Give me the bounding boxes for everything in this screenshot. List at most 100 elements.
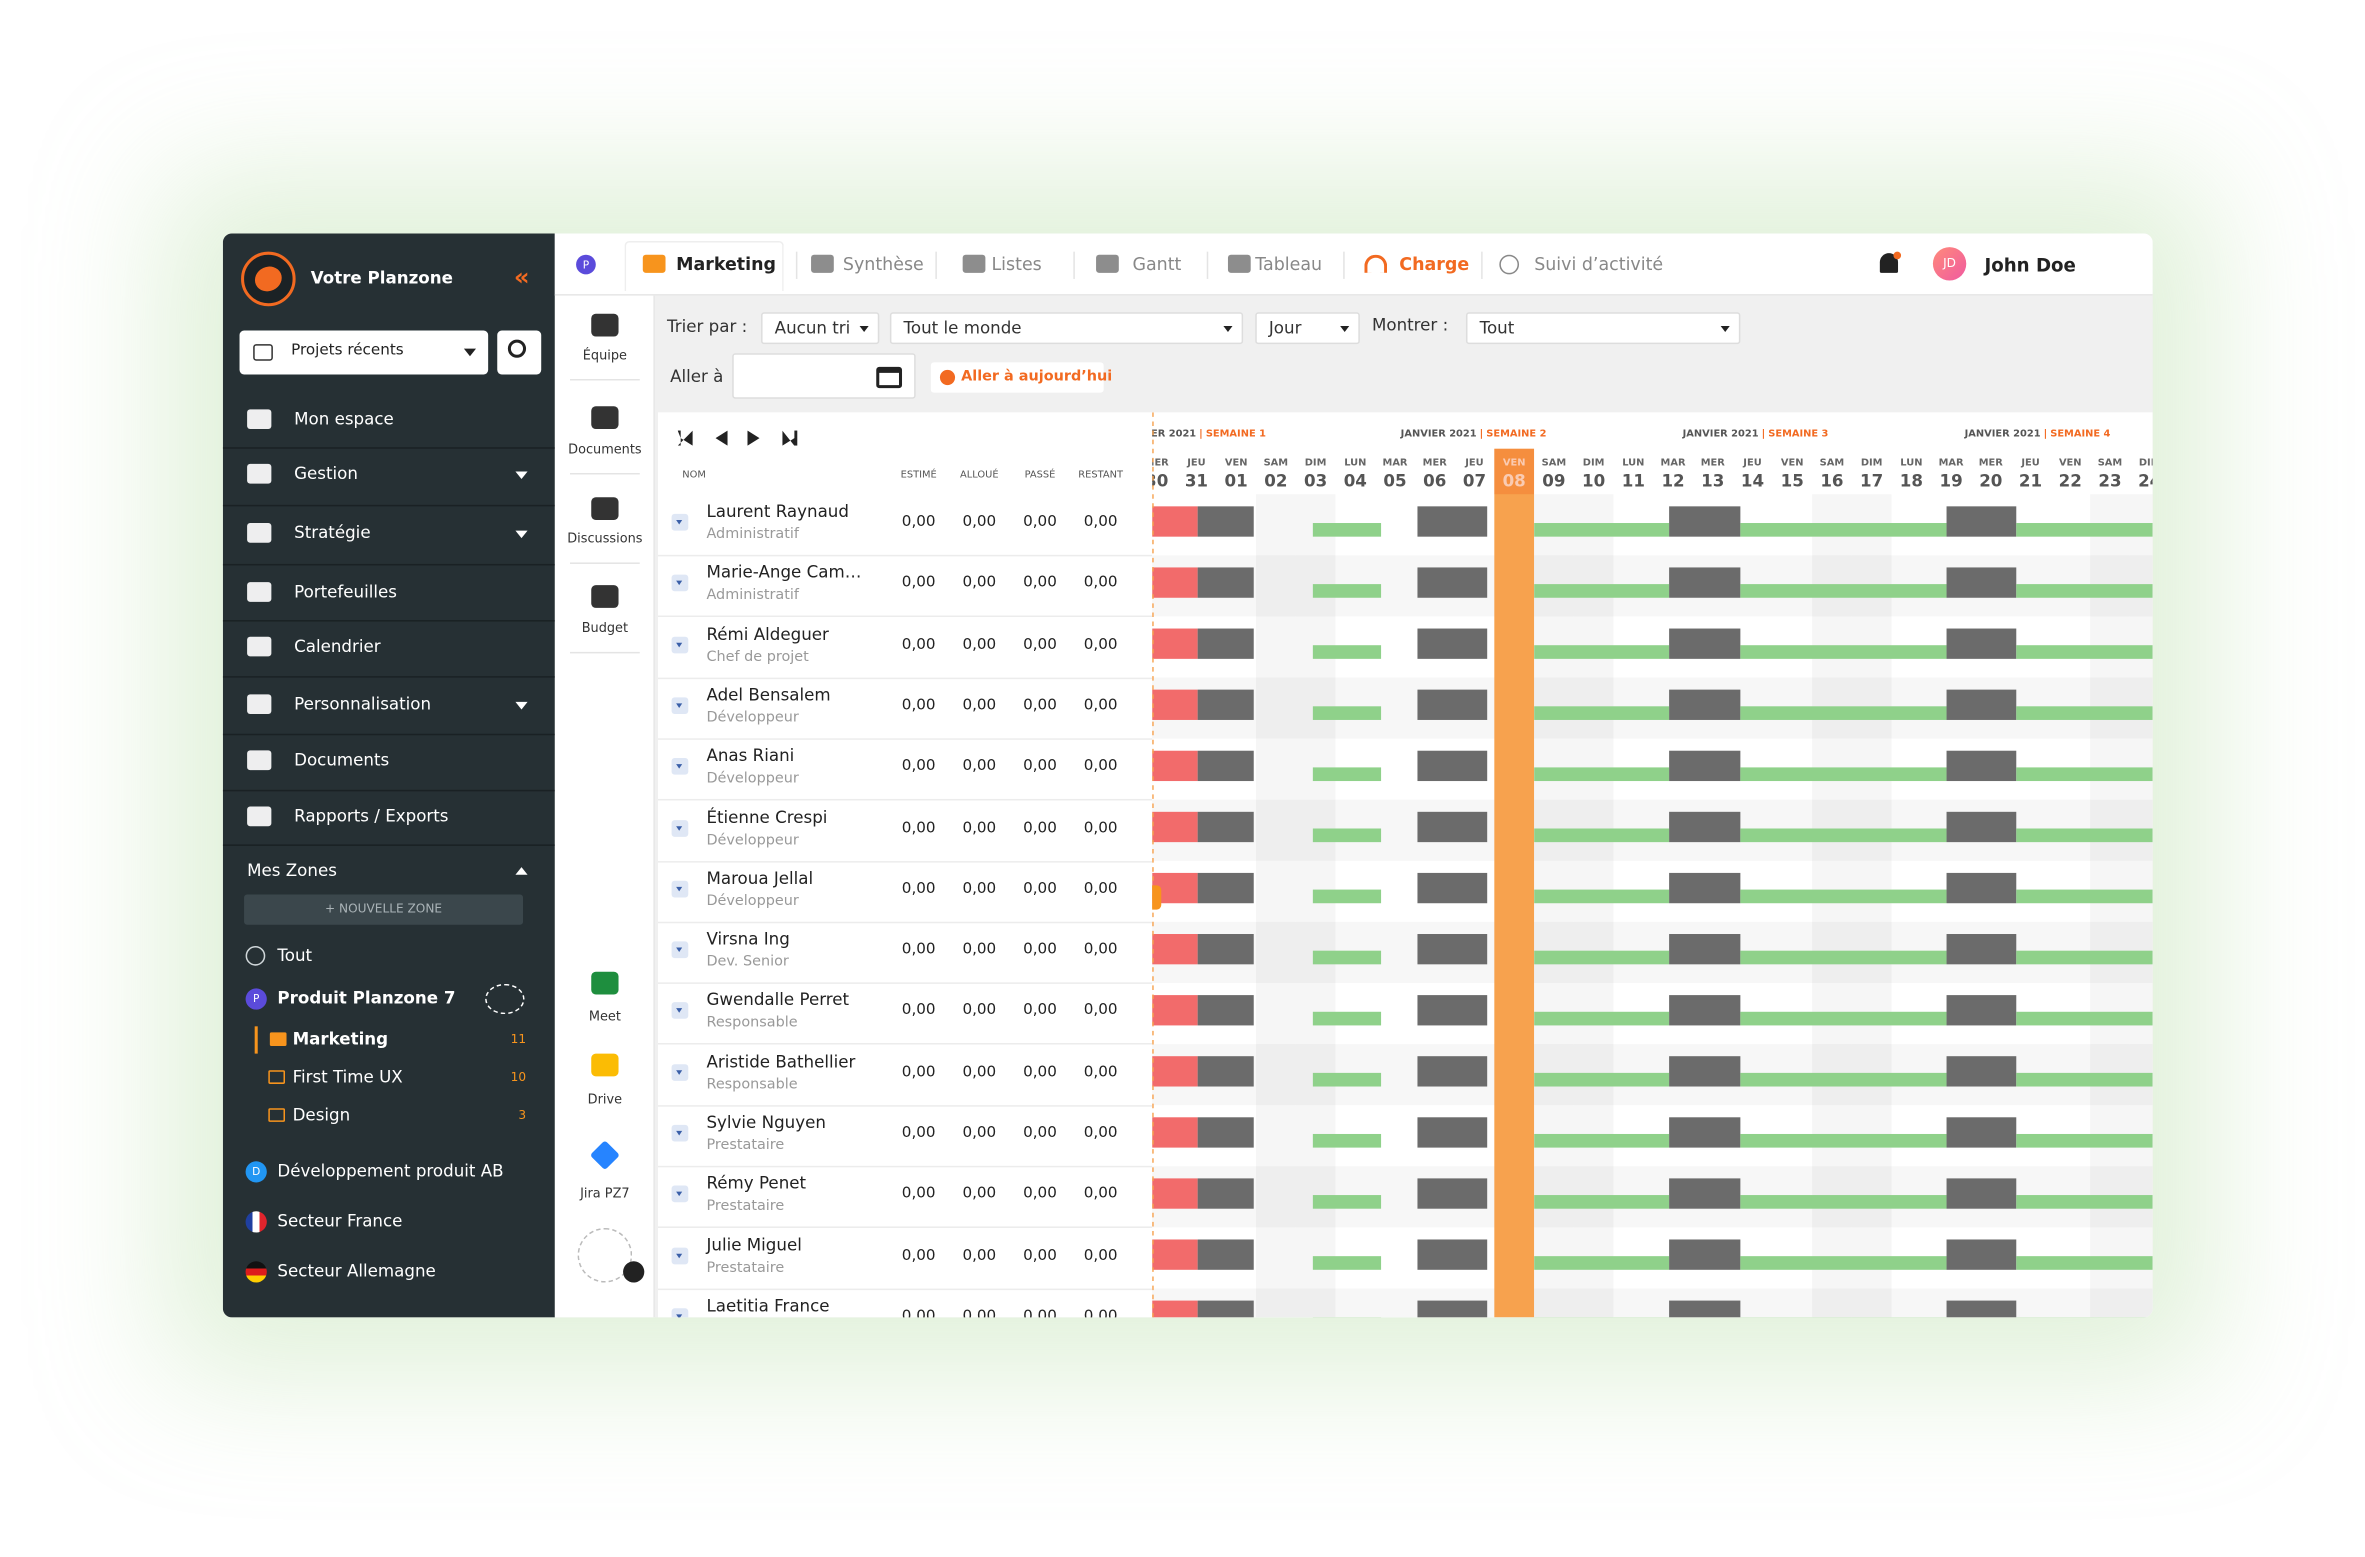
- week-separator: |: [1199, 429, 1203, 440]
- expand-button[interactable]: [671, 697, 689, 714]
- zone-badge-letter: D: [252, 1165, 261, 1178]
- menu-item[interactable]: Stratégie: [294, 523, 371, 543]
- load-block: [1946, 811, 2017, 843]
- person-name[interactable]: Virsna Ing: [706, 929, 790, 950]
- person-estimated: 0,00: [901, 819, 936, 837]
- tab[interactable]: Tableau: [1255, 253, 1323, 275]
- zone-child[interactable]: Marketing: [292, 1029, 389, 1050]
- person-name[interactable]: Laurent Raynaud: [706, 501, 849, 522]
- expand-button[interactable]: [671, 1185, 689, 1203]
- tool-icon[interactable]: [591, 971, 619, 995]
- person-name[interactable]: Maroua Jellal: [706, 868, 814, 889]
- menu-item[interactable]: Portefeuilles: [294, 582, 397, 602]
- user-name[interactable]: John Doe: [1984, 254, 2076, 276]
- load-block: [1417, 1117, 1488, 1148]
- person-name[interactable]: Étienne Crespi: [706, 807, 828, 827]
- sort-select[interactable]: Aucun tri: [761, 312, 880, 345]
- tool-label[interactable]: Discussions: [567, 532, 643, 548]
- tool-label[interactable]: Meet: [588, 1009, 621, 1025]
- person-name[interactable]: Anas Riani: [706, 746, 795, 766]
- expand-button[interactable]: [671, 1063, 689, 1081]
- search-button[interactable]: [497, 330, 542, 375]
- person-name[interactable]: Rémy Penet: [706, 1173, 807, 1194]
- person-spent: 0,00: [1023, 1124, 1057, 1142]
- person-estimated: 0,00: [901, 575, 936, 592]
- expand-button[interactable]: [671, 513, 689, 531]
- week: SEMAINE 1: [1206, 429, 1266, 440]
- tool-icon[interactable]: [591, 1053, 619, 1077]
- person-name[interactable]: Adel Bensalem: [706, 685, 831, 705]
- tool-label[interactable]: Jira PZ7: [580, 1187, 630, 1203]
- person-name[interactable]: Marie-Ange Cam…: [706, 562, 862, 583]
- person-allocated: 0,00: [962, 1124, 997, 1142]
- tool-icon[interactable]: [591, 406, 619, 430]
- person-name[interactable]: Julie Miguel: [706, 1234, 802, 1255]
- show-select[interactable]: Tout: [1465, 312, 1741, 345]
- tab[interactable]: Gantt: [1132, 253, 1182, 275]
- tab[interactable]: Synthèse: [842, 253, 924, 275]
- week: SEMAINE 3: [1768, 429, 1828, 440]
- load-bar: [2016, 767, 2153, 782]
- tab[interactable]: Marketing: [676, 253, 777, 275]
- menu-item[interactable]: Mon espace: [294, 409, 394, 430]
- tool-label[interactable]: Équipe: [582, 348, 627, 364]
- zone-item[interactable]: Développement produit AB: [277, 1161, 504, 1181]
- new-zone-button[interactable]: + NOUVELLE ZONE: [244, 894, 524, 925]
- expand-button[interactable]: [671, 575, 689, 592]
- menu-item[interactable]: Documents: [294, 750, 390, 771]
- tool-label[interactable]: Drive: [587, 1093, 623, 1109]
- today-button[interactable]: Aller à aujourd’hui: [930, 362, 1112, 393]
- tool-label[interactable]: Documents: [568, 442, 642, 458]
- tool-icon[interactable]: [591, 313, 619, 337]
- zone-project[interactable]: Produit Planzone 7: [277, 988, 456, 1009]
- who-select[interactable]: Tout le monde: [889, 312, 1244, 345]
- collapse-button[interactable]: «: [513, 262, 530, 292]
- tool-icon[interactable]: [591, 497, 619, 520]
- person-name[interactable]: Gwendalle Perret: [706, 990, 850, 1011]
- week-separator: |: [1480, 429, 1484, 440]
- person-allocated: 0,00: [962, 1185, 997, 1203]
- notification-bell[interactable]: [1879, 253, 1899, 273]
- tool-separator: [570, 651, 640, 654]
- load-bar: [2016, 1133, 2153, 1148]
- tool-label[interactable]: Budget: [581, 621, 629, 637]
- person-name[interactable]: Laetitia France: [706, 1296, 830, 1316]
- menu-item[interactable]: Personnalisation: [294, 694, 432, 715]
- expand-button[interactable]: [671, 819, 689, 837]
- person-remaining: 0,00: [1083, 1185, 1118, 1203]
- person-name[interactable]: Sylvie Nguyen: [706, 1112, 826, 1133]
- menu-item[interactable]: Gestion: [294, 463, 358, 484]
- goto-input[interactable]: [732, 353, 916, 399]
- menu-item[interactable]: Calendrier: [294, 636, 381, 657]
- expand-button[interactable]: [671, 1124, 689, 1142]
- avatar[interactable]: JD: [1932, 247, 1967, 281]
- tool-icon[interactable]: [591, 585, 619, 608]
- day-number: 17: [1860, 472, 1883, 491]
- zone-item[interactable]: Secteur France: [277, 1211, 403, 1231]
- zone-child[interactable]: Design: [292, 1105, 351, 1125]
- menu-separator: [222, 844, 555, 846]
- load-block: [1417, 506, 1488, 537]
- tab[interactable]: Suivi d’activité: [1534, 253, 1664, 275]
- load-block: [1197, 750, 1254, 782]
- person-name[interactable]: Rémi Aldeguer: [706, 623, 829, 644]
- scale-select[interactable]: Jour: [1255, 312, 1360, 345]
- link-button[interactable]: [577, 1227, 633, 1283]
- menu-item[interactable]: Rapports / Exports: [294, 806, 449, 827]
- tab[interactable]: Listes: [991, 253, 1042, 275]
- expand-button[interactable]: [671, 880, 689, 898]
- zone-all[interactable]: Tout: [277, 945, 313, 966]
- expand-button[interactable]: [671, 758, 689, 775]
- recent-select[interactable]: Projets récents: [239, 330, 489, 375]
- zone-child[interactable]: First Time UX: [292, 1067, 403, 1087]
- expand-button[interactable]: [671, 1308, 689, 1318]
- person-spent: 0,00: [1023, 1247, 1057, 1264]
- expand-button[interactable]: [671, 636, 689, 653]
- zone-item[interactable]: Secteur Allemagne: [277, 1261, 436, 1282]
- person-name[interactable]: Aristide Bathellier: [706, 1051, 856, 1072]
- expand-button[interactable]: [671, 1247, 689, 1264]
- expand-button[interactable]: [671, 941, 689, 959]
- expand-button[interactable]: [671, 1002, 689, 1020]
- add-folder-button[interactable]: [485, 983, 525, 1015]
- tab[interactable]: Charge: [1399, 253, 1470, 275]
